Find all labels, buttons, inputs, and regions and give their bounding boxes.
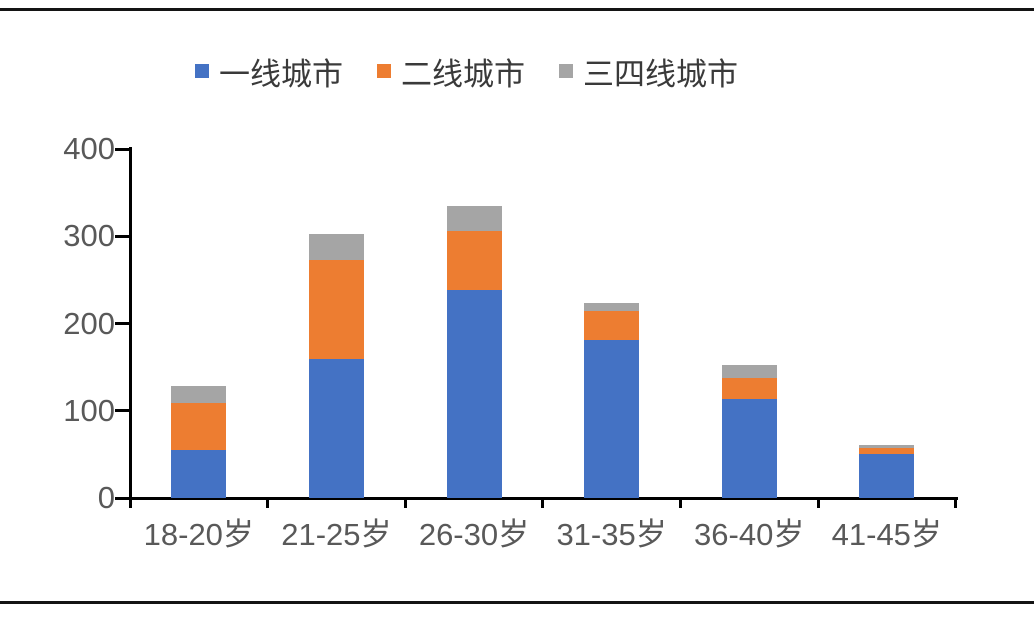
x-axis-tick: [128, 498, 132, 508]
bar-segment-tier3: [446, 205, 502, 231]
x-category-label: 18-20岁: [143, 517, 254, 552]
y-axis-tick: [114, 322, 129, 325]
y-tick-label: 400: [63, 131, 115, 166]
x-axis-tick: [954, 498, 958, 508]
top-divider: [0, 8, 1034, 11]
y-axis-tick: [114, 234, 129, 238]
bar-segment-tier2: [859, 448, 915, 454]
bar-segment-tier3: [859, 444, 915, 449]
legend-label: 一线城市: [219, 56, 343, 92]
bar-segment-tier1: [584, 340, 640, 498]
chart-legend: 一线城市 二线城市 三四线城市: [195, 50, 738, 92]
y-axis-tick: [114, 496, 129, 500]
x-category-label: 21-25岁: [281, 517, 392, 552]
x-category-label: 26-30岁: [418, 517, 530, 552]
legend-item: 二线城市: [377, 49, 525, 94]
y-tick-label: 200: [63, 305, 115, 341]
x-category-label: 31-35岁: [556, 517, 667, 552]
bar-segment-tier3: [308, 233, 364, 260]
bar-segment-tier2: [584, 311, 640, 341]
legend-swatch-icon: [377, 64, 391, 78]
bar-segment-tier1: [171, 450, 227, 498]
bar-segment-tier1: [859, 453, 915, 498]
bar-segment-tier2: [446, 231, 502, 291]
bar-segment-tier3: [721, 365, 777, 378]
bar-segment-tier3: [171, 386, 227, 403]
x-axis-tick: [266, 498, 270, 508]
bar-segment-tier3: [584, 302, 640, 312]
bar-segment-tier2: [721, 377, 777, 399]
legend-label: 三四线城市: [583, 56, 738, 92]
bar-segment-tier1: [721, 398, 777, 498]
legend-swatch-icon: [195, 64, 209, 78]
bar-segment-tier1: [308, 359, 364, 498]
bottom-divider: [0, 601, 1034, 604]
x-category-label: 36-40岁: [694, 517, 805, 552]
legend-label: 二线城市: [401, 56, 525, 92]
y-axis-tick: [114, 409, 129, 413]
bar-segment-tier2: [308, 259, 364, 360]
y-axis: [128, 147, 132, 506]
legend-item: 三四线城市: [559, 49, 738, 94]
y-tick-label: 0: [97, 480, 115, 515]
legend-swatch-icon: [559, 64, 573, 78]
x-axis-tick: [541, 498, 545, 508]
legend-item: 一线城市: [195, 49, 343, 94]
x-axis-tick: [403, 498, 407, 508]
y-tick-label: 100: [63, 392, 115, 428]
y-tick-label: 300: [63, 218, 115, 254]
x-axis-tick: [678, 498, 682, 508]
bar-segment-tier1: [446, 290, 502, 498]
bar-segment-tier2: [171, 402, 227, 450]
y-axis-tick: [114, 147, 129, 151]
x-axis-tick: [816, 498, 820, 508]
x-category-label: 41-45岁: [831, 517, 942, 552]
